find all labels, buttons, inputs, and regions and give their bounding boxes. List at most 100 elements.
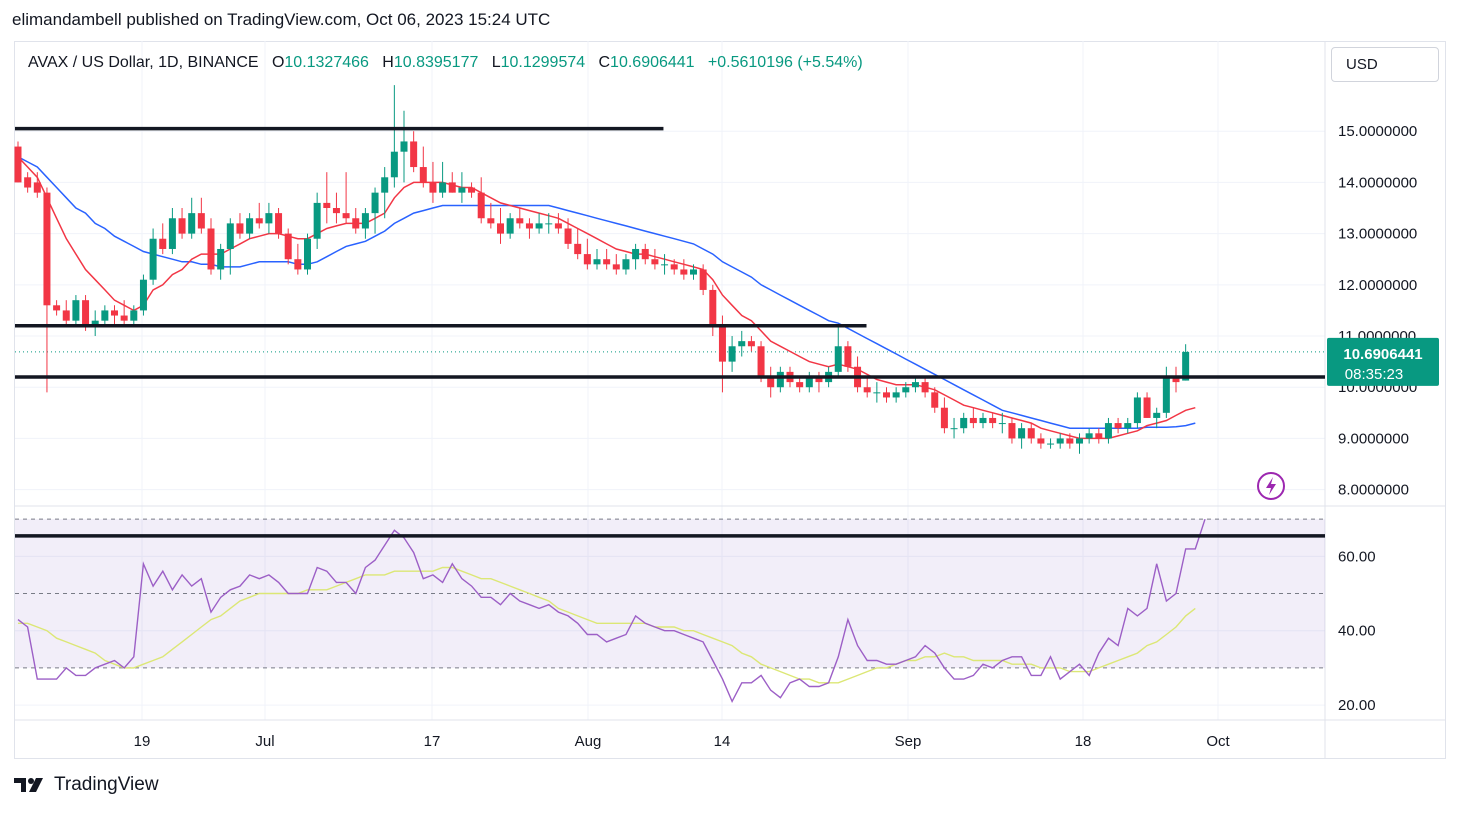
candle: [1037, 433, 1045, 449]
candle: [969, 407, 977, 429]
open-value: 10.1327466: [284, 54, 369, 71]
price-tick-label: 13.0000000: [1338, 226, 1417, 243]
candle-body: [815, 376, 823, 383]
candle: [139, 274, 147, 316]
tradingview-footer[interactable]: TradingView: [14, 774, 159, 796]
rsi-line: [17, 518, 1206, 704]
candle: [91, 310, 99, 337]
candle: [931, 387, 939, 413]
candle: [844, 341, 852, 372]
candle-body: [91, 320, 99, 326]
candle-body: [757, 346, 765, 377]
candle: [574, 228, 582, 260]
candle: [458, 172, 466, 203]
candle-body: [207, 228, 215, 270]
candle-body: [468, 187, 476, 193]
candle-body: [564, 228, 572, 244]
candle: [892, 387, 900, 403]
candle: [168, 208, 176, 255]
candle-body: [699, 269, 707, 290]
candle-body: [834, 346, 842, 372]
currency-button[interactable]: USD: [1331, 47, 1439, 82]
candle: [468, 182, 476, 198]
candle: [1027, 423, 1035, 444]
candle: [149, 228, 157, 285]
candle: [516, 208, 524, 229]
candle: [554, 213, 562, 234]
candle-body: [1018, 428, 1026, 439]
change-value: +0.5610196 (+5.54%): [707, 54, 863, 71]
candle-body: [545, 223, 553, 225]
candle-body: [197, 213, 205, 229]
candle: [1153, 407, 1161, 429]
candle: [255, 202, 263, 229]
candle-body: [1027, 428, 1035, 439]
rsi-ma-line: [18, 566, 1196, 684]
candle-body: [1085, 433, 1093, 439]
candle: [535, 213, 543, 234]
candle: [332, 192, 340, 224]
high-label: H: [382, 54, 394, 71]
candle-body: [294, 259, 302, 270]
candle-body: [950, 428, 958, 430]
candle-body: [226, 223, 234, 249]
candle: [130, 305, 138, 326]
candle-body: [62, 310, 70, 321]
candle-body: [902, 387, 910, 393]
candle: [1085, 428, 1093, 444]
candle: [448, 172, 456, 193]
candle: [690, 264, 697, 280]
candle-body: [1153, 412, 1161, 418]
candle-body: [583, 254, 591, 265]
candle-body: [130, 310, 138, 321]
candle-body: [844, 346, 852, 367]
candle: [767, 366, 775, 398]
price-tick-label: 15.0000000: [1338, 123, 1417, 140]
candle: [747, 336, 755, 352]
candle: [709, 284, 717, 337]
candle: [33, 172, 41, 198]
candle-body: [439, 182, 447, 193]
candle: [497, 208, 504, 244]
time-tick-label: Aug: [575, 733, 602, 750]
close-value: 10.6906441: [610, 54, 695, 71]
candle-body: [1008, 423, 1016, 439]
candle-body: [1076, 438, 1083, 444]
candle-body: [246, 218, 254, 234]
candle: [979, 412, 987, 429]
candle-body: [313, 202, 321, 239]
bar-countdown: 08:35:23: [1345, 366, 1403, 383]
candle-body: [651, 259, 659, 265]
candle: [728, 336, 736, 372]
time-tick-label: 18: [1075, 733, 1092, 750]
candle: [246, 213, 254, 239]
candle-body: [352, 218, 360, 229]
candle: [1172, 366, 1180, 393]
candle-body: [72, 300, 80, 321]
candle-body: [767, 376, 775, 388]
candle: [1008, 417, 1016, 444]
candle-body: [796, 382, 804, 388]
candle-body: [1104, 423, 1112, 439]
candle-body: [101, 310, 109, 321]
candle: [371, 187, 379, 234]
candle: [410, 131, 418, 173]
candle: [564, 218, 572, 249]
rsi-panel: [15, 518, 1325, 704]
candle: [670, 259, 678, 275]
candle-body: [728, 346, 736, 362]
candle: [1124, 417, 1132, 434]
candle-body: [1143, 397, 1151, 418]
candle-body: [458, 187, 466, 193]
last-price-tag: [1327, 337, 1439, 386]
candle-body: [275, 213, 283, 234]
candle-body: [892, 392, 900, 398]
candle-body: [53, 305, 61, 311]
candle-body: [1114, 423, 1122, 429]
candle: [72, 295, 80, 326]
candle: [101, 305, 109, 326]
candle-body: [612, 264, 620, 270]
candle-body: [998, 423, 1006, 425]
candle: [207, 218, 215, 275]
